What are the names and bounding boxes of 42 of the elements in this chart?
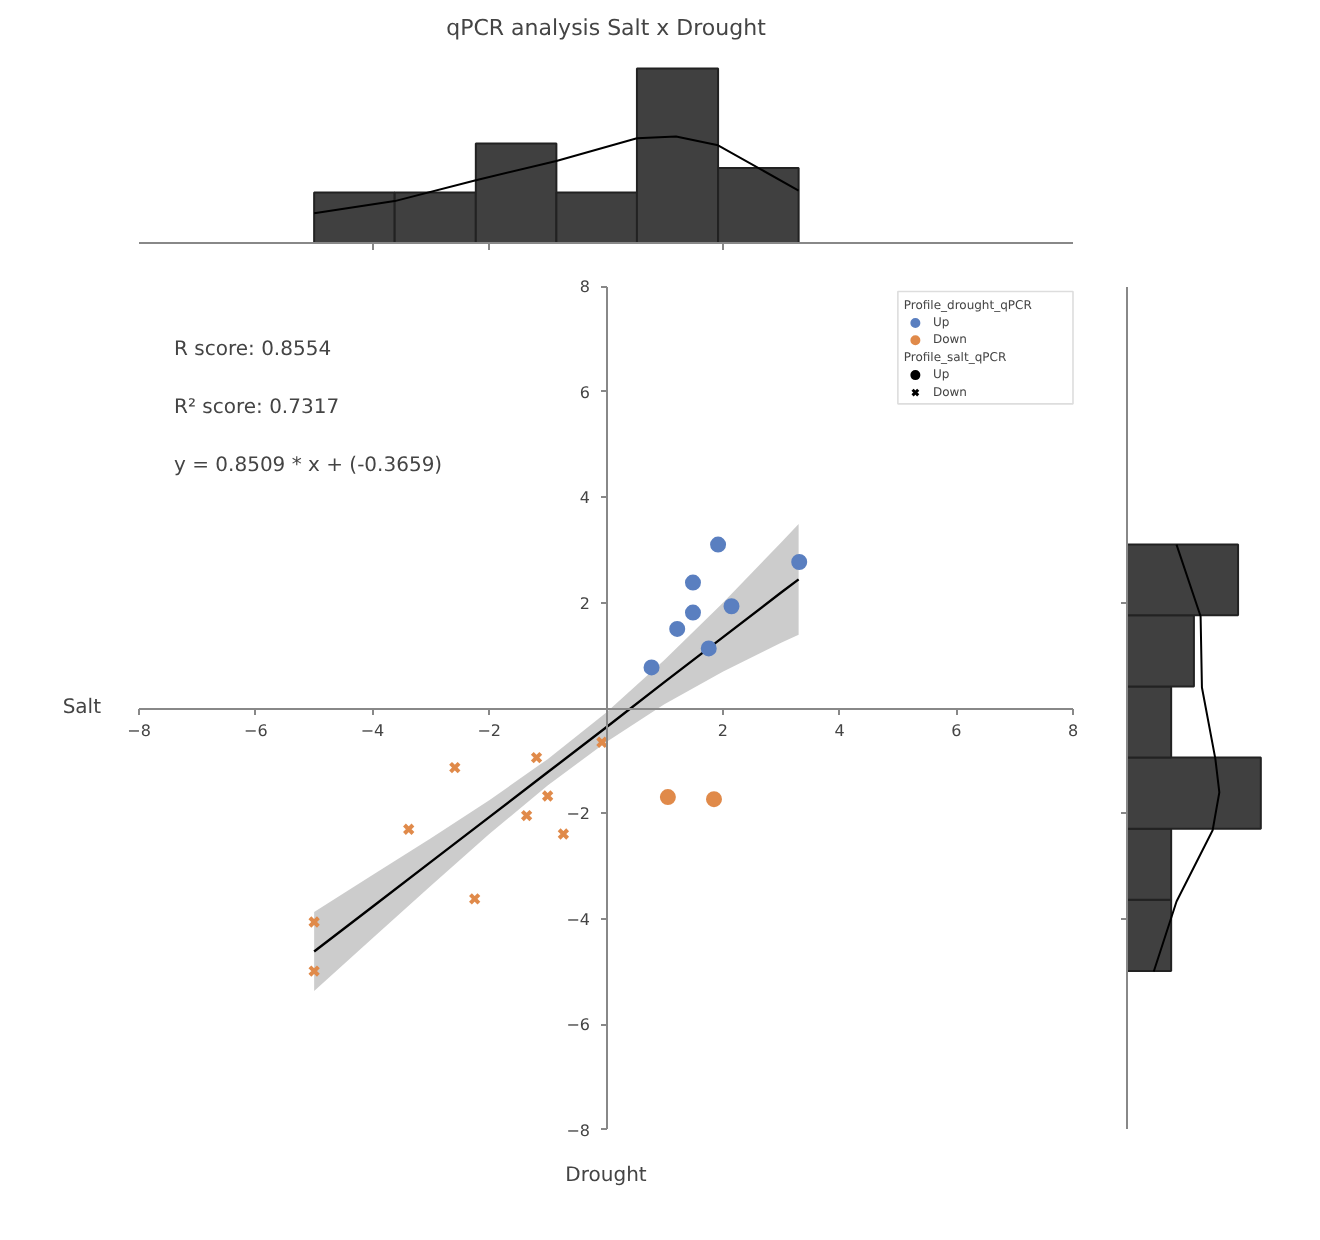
- y-tick-label: −2: [566, 805, 591, 824]
- point: [468, 892, 481, 906]
- annotation: R² score: 0.7317: [174, 396, 340, 419]
- y-tick-label: 8: [579, 278, 591, 297]
- point: [684, 604, 701, 621]
- y-tick-label: −4: [566, 910, 591, 929]
- y-tick-label: −8: [566, 1121, 591, 1140]
- point: [684, 574, 701, 591]
- x-tick-label: −4: [360, 722, 385, 740]
- point: [723, 598, 740, 615]
- point: [307, 964, 321, 978]
- point: [530, 751, 543, 764]
- y-tick-label: −6: [566, 1016, 591, 1035]
- y-axis-title: Salt: [62, 697, 102, 719]
- line-series: [312, 578, 800, 953]
- x-tick-label: 8: [1067, 722, 1079, 740]
- x-tick-label: −2: [477, 722, 502, 740]
- annotation: y = 0.8509 * x + (-0.3659): [174, 454, 443, 477]
- point: [402, 823, 415, 836]
- y-tick-label: 2: [579, 594, 591, 613]
- x-tick-label: −8: [127, 722, 151, 740]
- point: [307, 915, 321, 929]
- point: [710, 536, 727, 553]
- point: [557, 827, 570, 841]
- x-tick-label: −6: [243, 722, 268, 740]
- point: [643, 659, 660, 676]
- point: [448, 761, 462, 774]
- point: [659, 789, 676, 806]
- x-axis-title: Drought: [565, 1165, 647, 1187]
- x-tick-label: 6: [951, 722, 962, 740]
- point: [705, 791, 722, 808]
- x-tick-label: 2: [717, 722, 728, 740]
- point: [791, 554, 808, 570]
- x-tick-label: 4: [834, 722, 845, 740]
- y-tick-label: 4: [579, 489, 591, 508]
- point: [669, 620, 686, 637]
- point: [520, 809, 533, 822]
- point: [700, 640, 717, 657]
- point: [541, 789, 554, 803]
- annotation: R score: 0.8554: [174, 338, 332, 361]
- chart-title: qPCR analysis Salt x Drought: [446, 15, 768, 41]
- y-tick-label: 6: [579, 383, 591, 402]
